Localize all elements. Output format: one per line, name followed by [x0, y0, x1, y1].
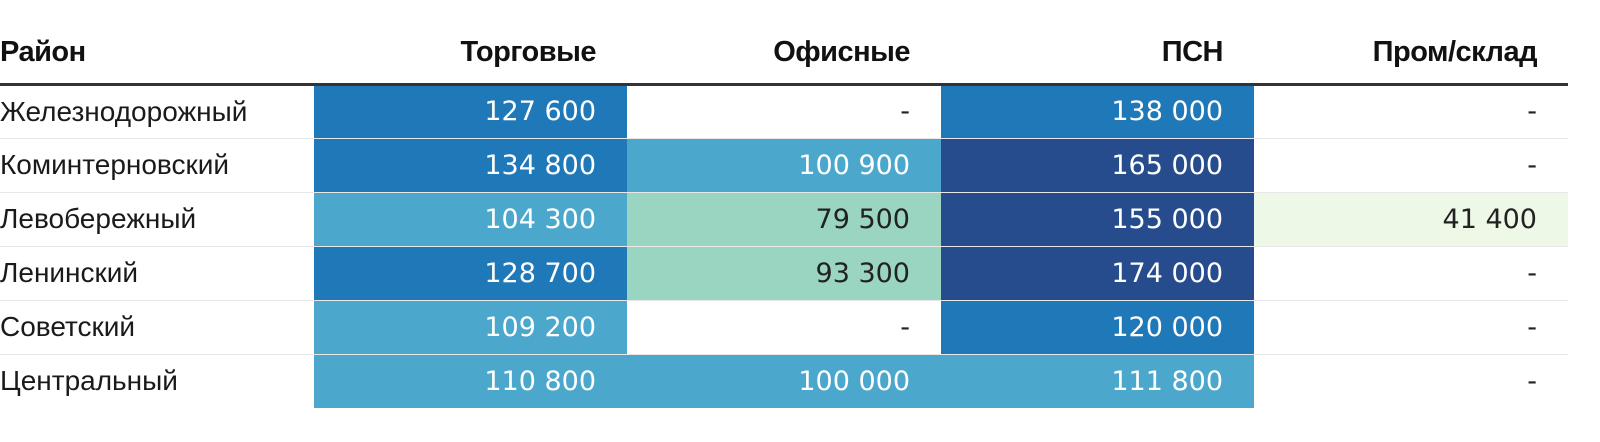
- heat-cell: 127 600: [314, 84, 627, 139]
- table-row: Советский 109 200 - 120 000 -: [0, 300, 1568, 355]
- heat-cell: 104 300: [314, 192, 627, 247]
- column-header-industrial[interactable]: Пром/склад: [1254, 22, 1568, 86]
- heat-cell: 174 000: [941, 246, 1254, 301]
- heatmap-table: Район Торговые Офисные ПСН Пром/склад Же…: [0, 22, 1568, 408]
- heat-cell: 41 400: [1254, 192, 1568, 247]
- heat-cell: -: [1254, 354, 1568, 408]
- heat-cell: 134 800: [314, 138, 627, 193]
- heat-cell: -: [1254, 84, 1568, 139]
- row-label: Советский: [0, 300, 314, 355]
- heat-cell: -: [627, 300, 941, 355]
- row-label: Левобережный: [0, 192, 314, 247]
- heat-cell: -: [1254, 138, 1568, 193]
- heat-cell: 100 900: [627, 138, 941, 193]
- heat-cell: 165 000: [941, 138, 1254, 193]
- column-header-district[interactable]: Район: [0, 22, 314, 86]
- column-header-retail[interactable]: Торговые: [314, 22, 627, 86]
- header-row: Район Торговые Офисные ПСН Пром/склад: [0, 22, 1568, 86]
- heat-cell: 93 300: [627, 246, 941, 301]
- table-row: Левобережный 104 300 79 500 155 000 41 4…: [0, 192, 1568, 247]
- heat-cell: 138 000: [941, 84, 1254, 139]
- column-header-office[interactable]: Офисные: [627, 22, 941, 86]
- heat-cell: 120 000: [941, 300, 1254, 355]
- table-row: Железнодорожный 127 600 - 138 000 -: [0, 84, 1568, 139]
- heat-cell: 109 200: [314, 300, 627, 355]
- heat-cell: 111 800: [941, 354, 1254, 408]
- table-row: Центральный 110 800 100 000 111 800 -: [0, 354, 1568, 408]
- row-label: Коминтерновский: [0, 138, 314, 193]
- row-label: Железнодорожный: [0, 84, 314, 139]
- heat-cell: 100 000: [627, 354, 941, 408]
- row-label: Центральный: [0, 365, 178, 397]
- heat-cell: -: [1254, 300, 1568, 355]
- heat-cell: 110 800: [314, 354, 627, 408]
- table-row: Ленинский 128 700 93 300 174 000 -: [0, 246, 1568, 301]
- heat-cell: 155 000: [941, 192, 1254, 247]
- heat-cell: -: [1254, 246, 1568, 301]
- table-row: Коминтерновский 134 800 100 900 165 000 …: [0, 138, 1568, 193]
- column-header-psn[interactable]: ПСН: [941, 22, 1254, 86]
- heat-cell: 79 500: [627, 192, 941, 247]
- row-label: Ленинский: [0, 246, 314, 301]
- heat-cell: -: [627, 84, 941, 139]
- heat-cell: 128 700: [314, 246, 627, 301]
